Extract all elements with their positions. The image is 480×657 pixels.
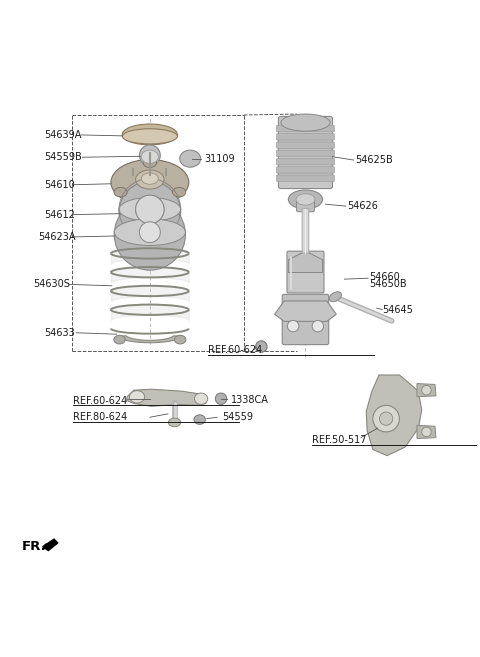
FancyBboxPatch shape [276, 175, 335, 181]
Ellipse shape [143, 158, 156, 168]
Text: 1338CA: 1338CA [230, 395, 268, 405]
Ellipse shape [422, 386, 431, 395]
Ellipse shape [136, 170, 164, 189]
Text: FR.: FR. [22, 540, 47, 553]
Ellipse shape [141, 173, 158, 184]
Ellipse shape [312, 321, 324, 332]
Text: 31109: 31109 [204, 154, 235, 164]
Ellipse shape [373, 405, 399, 432]
Ellipse shape [119, 198, 180, 221]
Circle shape [114, 199, 185, 270]
Ellipse shape [380, 412, 393, 425]
Circle shape [136, 198, 164, 227]
Text: 54625B: 54625B [355, 155, 393, 165]
Ellipse shape [139, 145, 160, 166]
Text: 54559B: 54559B [45, 152, 82, 162]
Circle shape [139, 222, 160, 242]
Polygon shape [417, 384, 436, 397]
Circle shape [139, 224, 160, 245]
Polygon shape [417, 425, 436, 439]
Circle shape [136, 195, 164, 223]
Text: REF.60-624: REF.60-624 [72, 396, 127, 405]
Ellipse shape [422, 427, 431, 437]
Ellipse shape [111, 160, 189, 205]
FancyBboxPatch shape [276, 158, 335, 165]
Ellipse shape [114, 187, 127, 197]
Text: 54610: 54610 [45, 180, 75, 190]
Text: 54639A: 54639A [45, 130, 82, 140]
Text: 54650B: 54650B [369, 279, 407, 289]
Text: 54660: 54660 [369, 272, 400, 282]
Text: REF.50-517: REF.50-517 [312, 435, 367, 445]
Ellipse shape [256, 341, 267, 352]
Text: 54630S: 54630S [34, 279, 71, 289]
Ellipse shape [130, 391, 144, 403]
Ellipse shape [141, 150, 158, 164]
Ellipse shape [114, 219, 185, 246]
Polygon shape [366, 375, 422, 456]
Text: REF.80-624: REF.80-624 [72, 412, 127, 422]
Polygon shape [275, 301, 336, 321]
Polygon shape [126, 389, 207, 406]
Text: 54559: 54559 [222, 412, 253, 422]
Text: 54626: 54626 [347, 201, 378, 211]
Polygon shape [288, 252, 323, 273]
Ellipse shape [288, 321, 299, 332]
Polygon shape [43, 539, 58, 551]
FancyBboxPatch shape [276, 142, 335, 148]
Circle shape [136, 195, 164, 223]
FancyBboxPatch shape [276, 150, 335, 156]
Ellipse shape [288, 190, 323, 209]
Text: 54633: 54633 [45, 328, 75, 338]
FancyBboxPatch shape [276, 167, 335, 173]
Ellipse shape [296, 194, 315, 205]
Text: 54612: 54612 [45, 210, 75, 219]
Circle shape [119, 181, 180, 243]
Ellipse shape [174, 335, 186, 344]
Ellipse shape [122, 129, 178, 144]
Ellipse shape [216, 393, 227, 405]
Polygon shape [117, 336, 183, 343]
Ellipse shape [122, 124, 178, 145]
Text: 54645: 54645 [383, 305, 413, 315]
FancyBboxPatch shape [282, 294, 329, 345]
Text: 54623A: 54623A [38, 232, 76, 242]
Ellipse shape [168, 418, 180, 426]
Ellipse shape [180, 150, 201, 167]
FancyBboxPatch shape [287, 251, 324, 293]
FancyBboxPatch shape [297, 198, 314, 212]
Ellipse shape [194, 393, 208, 405]
FancyBboxPatch shape [276, 125, 335, 132]
FancyBboxPatch shape [302, 208, 309, 253]
FancyBboxPatch shape [276, 133, 335, 140]
Ellipse shape [194, 415, 205, 424]
Ellipse shape [172, 187, 186, 197]
Text: REF.60-624: REF.60-624 [208, 345, 262, 355]
Ellipse shape [114, 335, 125, 344]
Ellipse shape [281, 114, 330, 131]
FancyBboxPatch shape [278, 116, 333, 189]
Ellipse shape [329, 292, 341, 302]
